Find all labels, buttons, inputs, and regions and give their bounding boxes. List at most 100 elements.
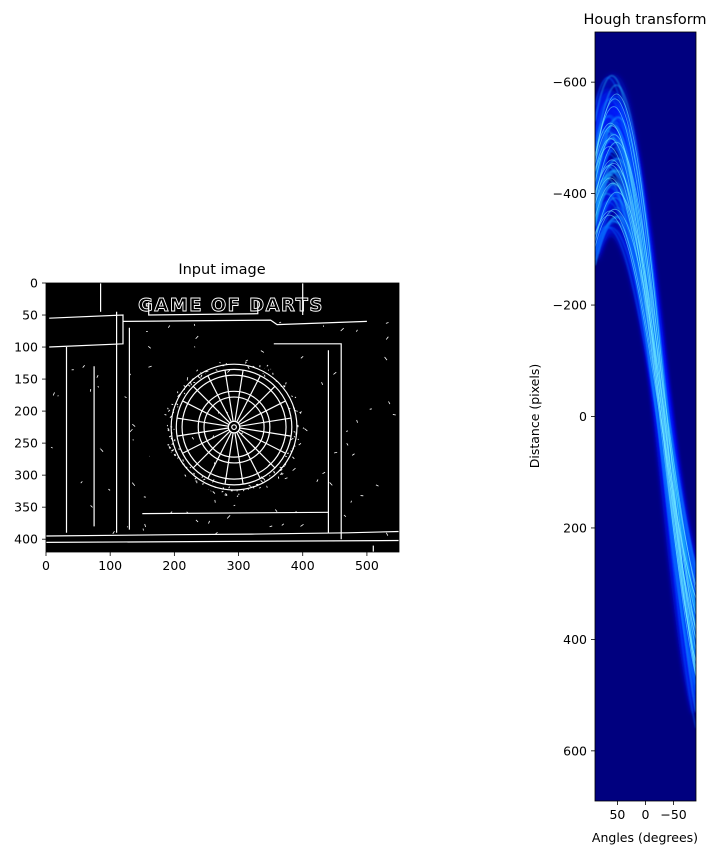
- edge-speckle: [132, 423, 136, 427]
- edge-speckle: [385, 336, 389, 340]
- dartboard-wire: [224, 432, 234, 485]
- edge-speckle: [131, 482, 136, 486]
- edge-speckle: [245, 359, 248, 362]
- edge-speckle: [90, 505, 93, 508]
- edge-speckle: [236, 495, 239, 497]
- hough-accumulator: [595, 73, 696, 729]
- dartboard-wire: [239, 417, 292, 427]
- floor-edge-lower: [46, 539, 399, 544]
- edge-speckle: [260, 479, 263, 483]
- edge-speckle: [225, 363, 228, 365]
- input-image-y-axis: 0 50 100 150 200 250 300 350 400: [14, 276, 46, 547]
- edge-speckle: [200, 374, 203, 377]
- input-image-x-tick-label: 200: [162, 558, 186, 573]
- edge-speckle: [292, 446, 294, 450]
- edge-speckle: [201, 476, 204, 479]
- dartboard-wire: [182, 400, 230, 426]
- edge-speckle: [171, 442, 174, 445]
- hough-peak-curve: [595, 125, 696, 670]
- hough-peak-curve: [595, 191, 696, 592]
- input-image-axes: Input image GAME OF DARTS 0 100 200 300 400 5…: [14, 262, 400, 573]
- hough-x-axis-label: Angles (degrees): [592, 830, 698, 845]
- hough-x-tick-label: 0: [642, 807, 650, 822]
- input-image-x-tick-label: 500: [355, 558, 379, 573]
- edge-speckle: [176, 403, 179, 406]
- hough-x-tick-label: −50: [660, 807, 686, 822]
- dartboard-wire: [236, 431, 261, 479]
- image-banner-text: GAME OF DARTS: [138, 295, 324, 316]
- hough-axes: Hough transform 50 0 −50 −600 −400 −200 0 200 4…: [527, 12, 707, 845]
- edge-speckle: [177, 394, 180, 398]
- edge-speckle: [351, 453, 355, 456]
- edge-speckle: [195, 335, 199, 340]
- edge-speckle: [289, 407, 291, 410]
- edge-speckle: [295, 432, 297, 435]
- edge-speckle: [208, 520, 210, 524]
- edge-speckle: [269, 525, 273, 528]
- edge-detection-image: [46, 283, 399, 552]
- edge-speckle: [244, 361, 247, 364]
- edge-speckle: [275, 380, 278, 382]
- edge-speckle: [334, 451, 338, 454]
- edge-speckle: [292, 456, 295, 460]
- edge-speckle: [50, 446, 53, 449]
- edge-speckle: [167, 407, 169, 410]
- edge-speckle: [96, 375, 99, 378]
- edge-speckle: [241, 432, 244, 435]
- edge-speckle: [300, 356, 304, 359]
- input-image-x-tick-label: 100: [98, 558, 122, 573]
- edge-speckle: [252, 485, 255, 489]
- edge-speckle: [167, 325, 171, 328]
- edge-speckle: [384, 356, 388, 361]
- edge-speckle: [274, 509, 278, 513]
- edge-speckle: [212, 479, 215, 483]
- edge-speckle: [260, 350, 265, 353]
- edge-speckle: [340, 327, 344, 332]
- edge-speckle: [167, 429, 170, 432]
- edge-speckle: [112, 531, 115, 535]
- hough-x-tick-label: 50: [609, 807, 625, 822]
- hough-y-axis-label: Distance (pixels): [527, 364, 542, 468]
- cabinet-left-edge: [49, 314, 124, 348]
- dartboard-wire: [234, 370, 244, 422]
- edge-speckle: [299, 411, 302, 414]
- edge-speckle: [173, 453, 176, 456]
- dartboard-wire: [192, 430, 231, 469]
- edge-speckle: [281, 523, 285, 526]
- edge-speckle: [280, 472, 283, 475]
- edge-speckle: [129, 428, 133, 433]
- edge-speckle: [177, 406, 179, 408]
- edge-speckle: [183, 388, 186, 391]
- edge-speckle: [329, 482, 333, 486]
- cabinet-top-edge: [122, 319, 367, 326]
- hough-y-tick-label: 0: [579, 409, 587, 424]
- dartboard-ring: [181, 374, 287, 480]
- edge-speckle: [97, 385, 100, 388]
- edge-speckle: [304, 428, 308, 432]
- edge-speckle: [197, 375, 200, 378]
- edge-speckle: [296, 410, 298, 412]
- board-base-edge: [142, 511, 329, 515]
- edge-speckle: [167, 409, 171, 412]
- edge-speckle: [222, 487, 225, 490]
- edge-speckle: [388, 401, 391, 405]
- hough-peak-curve: [595, 141, 696, 633]
- edge-speckle: [100, 448, 104, 452]
- edge-speckle: [200, 372, 203, 374]
- edge-speckle: [213, 486, 217, 488]
- edge-speckle: [385, 322, 389, 324]
- input-image-canvas: [46, 283, 399, 552]
- edge-speckle: [221, 490, 224, 493]
- edge-speckle: [284, 385, 286, 387]
- dartboard-wire: [236, 375, 261, 423]
- edge-speckle: [356, 419, 358, 423]
- hough-x-axis: 50 0 −50: [609, 801, 687, 822]
- dartboard-wire: [237, 430, 276, 469]
- edge-speckle: [224, 494, 227, 496]
- edge-speckle: [196, 369, 199, 372]
- dartboard-wire: [182, 429, 230, 454]
- edge-speckle: [300, 523, 304, 527]
- edge-speckle: [297, 438, 300, 441]
- edge-speckle: [293, 436, 296, 438]
- edge-speckle: [164, 413, 167, 416]
